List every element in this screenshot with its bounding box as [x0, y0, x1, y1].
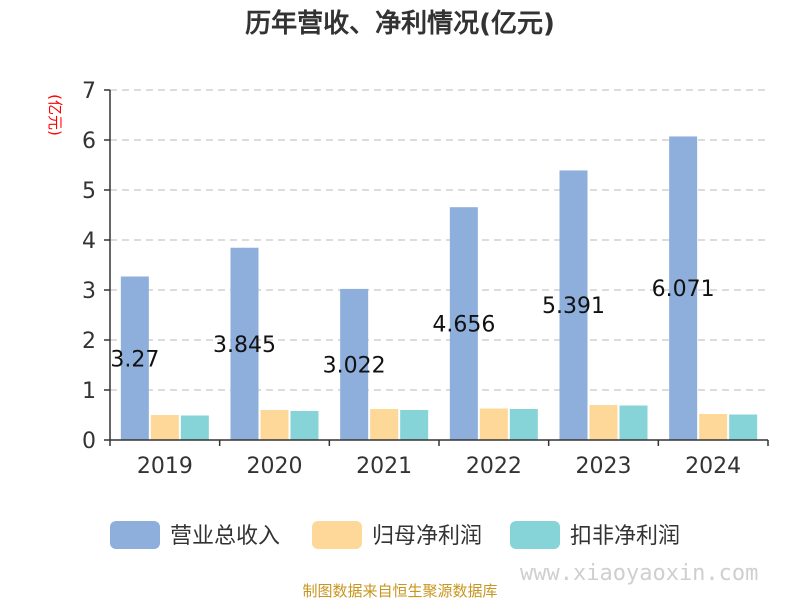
legend: 营业总收入 归母净利润 扣非净利润	[110, 521, 680, 549]
x-tick-label: 2020	[247, 454, 303, 479]
y-tick-label: 2	[82, 329, 96, 354]
bar-2-2021	[370, 409, 399, 440]
bar-1-2019	[120, 276, 149, 440]
y-tick-label: 6	[82, 129, 96, 154]
legend-swatch	[312, 521, 362, 549]
y-tick-label: 0	[82, 429, 96, 454]
legend-swatch	[110, 521, 160, 549]
bar-1-2024	[669, 136, 698, 440]
legend-label: 营业总收入	[170, 524, 280, 549]
y-axis: 0 1 2 3 4 5 6 7	[82, 79, 111, 454]
bar-1-2020	[230, 247, 259, 440]
bar-1-2021	[340, 288, 369, 440]
x-tick-label: 2024	[685, 454, 741, 479]
y-tick-label: 1	[82, 379, 96, 404]
bar-3-2024	[729, 414, 758, 440]
legend-label: 扣非净利润	[570, 524, 680, 549]
bar-2-2023	[589, 405, 618, 440]
data-label: 3.022	[323, 353, 386, 378]
data-label: 3.845	[213, 333, 276, 358]
x-tick-label: 2021	[356, 454, 412, 479]
bar-2-2024	[699, 414, 728, 440]
y-tick-label: 3	[82, 279, 96, 304]
bar-1-2022	[449, 207, 478, 440]
bar-3-2021	[400, 410, 429, 440]
watermark: www.xiaoyaoxin.com	[520, 561, 758, 586]
bar-2-2020	[260, 410, 289, 440]
data-label: 3.27	[110, 347, 159, 372]
bar-3-2023	[619, 405, 648, 440]
data-label: 5.391	[542, 294, 605, 319]
x-tick-label: 2022	[466, 454, 522, 479]
y-tick-label: 4	[82, 229, 96, 254]
legend-label: 归母净利润	[372, 524, 482, 549]
bar-3-2020	[290, 411, 319, 440]
data-source: 制图数据来自恒生聚源数据库	[302, 582, 497, 600]
bar-3-2022	[509, 409, 538, 440]
data-labels: 3.27 3.845 3.022 4.656 5.391 6.071	[110, 277, 714, 378]
x-tick-label: 2019	[137, 454, 193, 479]
chart-title: 历年营收、净利情况(亿元)	[245, 8, 555, 39]
bar-3-2019	[180, 415, 209, 440]
grid-lines	[110, 89, 768, 391]
bar-2-2019	[150, 415, 179, 440]
data-label: 6.071	[652, 277, 715, 302]
y-tick-label: 7	[82, 79, 96, 104]
legend-swatch	[510, 521, 560, 549]
y-tick-label: 5	[82, 179, 96, 204]
bar-1-2023	[559, 170, 588, 440]
data-label: 4.656	[432, 313, 495, 338]
x-axis: 2019 2020 2021 2022 2023 2024	[109, 439, 769, 479]
bars	[120, 136, 758, 440]
x-tick-label: 2023	[576, 454, 632, 479]
y-axis-unit: (亿元)	[46, 94, 64, 136]
bar-2-2022	[479, 408, 508, 440]
